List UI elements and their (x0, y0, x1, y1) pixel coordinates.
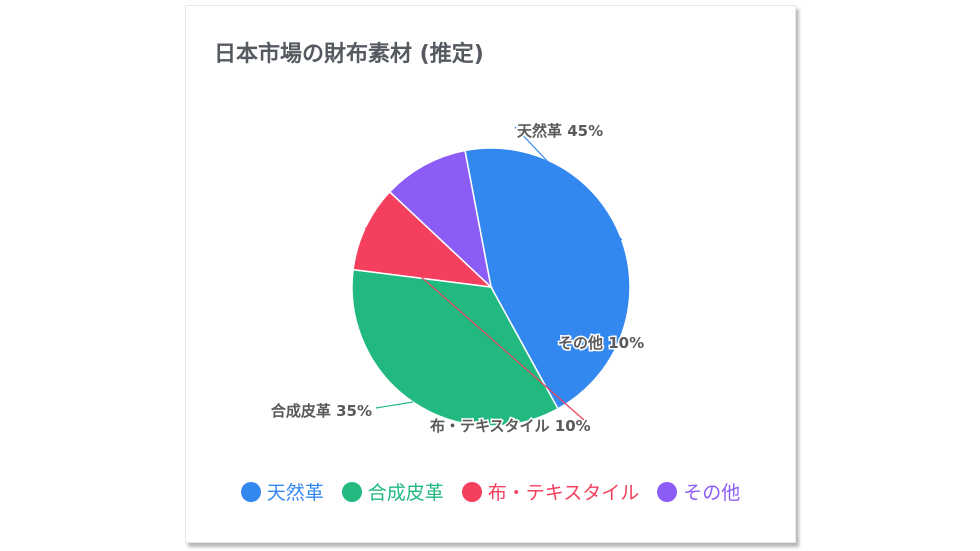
chart-card: 日本市場の財布素材 (推定) 天然革 45% 合成皮革 35% 布・テキスタイル 1… (185, 5, 796, 543)
legend-marker (657, 481, 678, 502)
label-leader-line-3 (364, 227, 585, 421)
chart-legend: 天然革 合成皮革 布・テキスタイル その他 (186, 478, 795, 505)
data-label-4: その他 10% (558, 334, 644, 352)
legend-item-3[interactable]: 布・テキスタイル (461, 478, 640, 505)
legend-marker (341, 481, 362, 502)
label-leader-line-2 (375, 401, 413, 409)
label-leader-line-1 (514, 126, 623, 241)
legend-marker (461, 481, 482, 502)
data-label-2: 合成皮革 35% (270, 402, 372, 420)
legend-item-1[interactable]: 天然革 (240, 478, 324, 505)
pie-chart: 天然革 45% 合成皮革 35% 布・テキスタイル 10% その他 10% (268, 121, 645, 437)
legend-label: 布・テキスタイル (487, 482, 640, 504)
data-label-3: 布・テキスタイル 10% (430, 417, 591, 435)
data-label-1: 天然革 45% (517, 122, 603, 140)
chart-title: 日本市場の財布素材 (推定) (214, 42, 484, 67)
legend-label: 天然革 (266, 482, 324, 504)
legend-item-4[interactable]: その他 (657, 478, 740, 505)
legend-label: その他 (683, 482, 741, 504)
pie-slice-4[interactable] (388, 149, 493, 290)
legend-item-2[interactable]: 合成皮革 (341, 478, 444, 505)
legend-marker (240, 481, 261, 502)
legend-label: 合成皮革 (367, 482, 444, 504)
